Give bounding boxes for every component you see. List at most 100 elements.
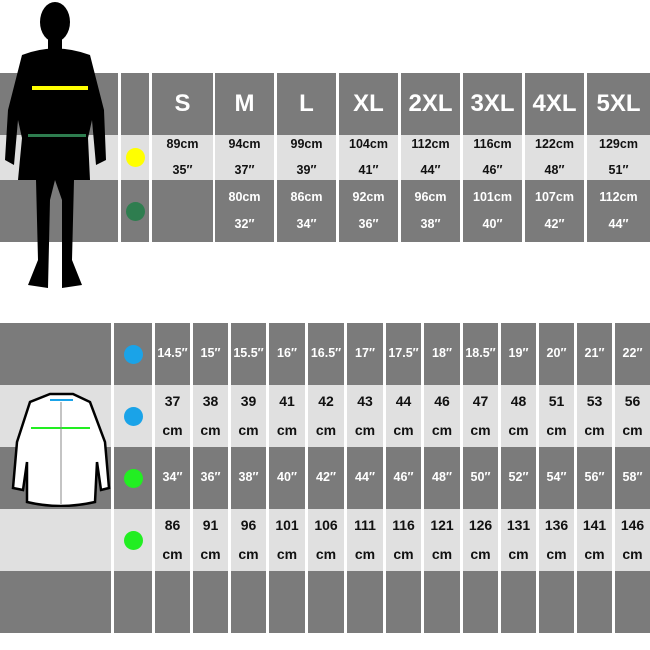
cm-value: 96	[240, 516, 257, 533]
size-cell: 37 cm	[155, 385, 190, 447]
cm-value: 43	[357, 392, 373, 409]
size-header: 4XL	[525, 73, 584, 135]
cm-unit: cm	[431, 422, 453, 439]
size-cell: 43 cm	[347, 385, 383, 447]
size-cell: 41 cm	[269, 385, 305, 447]
legend-cell	[114, 509, 152, 571]
size-cell: 20″	[539, 323, 574, 385]
collar-in: 18″	[432, 346, 452, 361]
size-cell	[386, 571, 421, 633]
size-header: XL	[339, 73, 398, 135]
collar-blue-dot-icon	[123, 344, 143, 364]
size-cell: 17.5″	[386, 323, 421, 385]
size-cell: 116cm 46″	[463, 135, 522, 180]
waist-in: 36″	[358, 216, 379, 231]
size-cell: 104cm 41″	[339, 135, 398, 180]
waist-in: 40″	[482, 216, 503, 231]
collar-in: 16.5″	[310, 346, 342, 361]
cm-unit: cm	[584, 546, 605, 563]
chest-cm: 116cm	[473, 136, 512, 151]
collar-in: 17.5″	[388, 346, 419, 361]
chest-cm: 112cm	[411, 136, 450, 151]
cm-value: 116	[392, 516, 415, 533]
chest-in: 36″	[200, 470, 221, 485]
size-cell: 50″	[463, 447, 498, 509]
size-header: 2XL	[401, 73, 460, 135]
size-header: L	[277, 73, 336, 135]
cm-unit: cm	[238, 422, 259, 439]
chest-in: 34″	[162, 470, 183, 485]
size-header: 5XL	[587, 73, 650, 135]
legend-cell	[114, 385, 152, 447]
size-cell: 46 cm	[424, 385, 460, 447]
size-cell: 106 cm	[308, 509, 344, 571]
cm-unit: cm	[276, 422, 298, 439]
chest-in: 40″	[277, 470, 297, 485]
cm-value: 86	[164, 516, 181, 533]
size-cell	[577, 571, 612, 633]
collar-in: 15.5″	[233, 346, 264, 361]
cm-unit: cm	[162, 546, 183, 563]
chest-in: 51″	[608, 163, 629, 178]
chest-in: 54″	[546, 470, 567, 485]
size-cell: 141 cm	[577, 509, 612, 571]
shirt-icon	[11, 392, 111, 507]
size-cell	[615, 571, 650, 633]
legend-cell	[121, 180, 149, 242]
chest-cm: 99cm	[290, 136, 323, 151]
size-cell: 129cm 51″	[587, 135, 650, 180]
size-cell: 131 cm	[501, 509, 536, 571]
size-cell	[231, 571, 266, 633]
size-cell: 47 cm	[463, 385, 498, 447]
chest-in: 58″	[622, 470, 643, 485]
cm-value: 91	[202, 516, 219, 533]
chest-in: 35″	[172, 163, 193, 178]
legend-cell	[114, 323, 152, 385]
cm-unit: cm	[276, 546, 298, 563]
cm-unit: cm	[470, 422, 491, 439]
chest-in: 44″	[420, 163, 441, 178]
chest-cm: 89cm	[166, 136, 199, 151]
size-cell	[539, 571, 574, 633]
size-cell: 39 cm	[231, 385, 266, 447]
cm-unit: cm	[470, 546, 491, 563]
cm-value: 131	[506, 516, 531, 533]
size-cell: 58″	[615, 447, 650, 509]
cm-value: 37	[164, 392, 181, 409]
size-cell: 38″	[231, 447, 266, 509]
waist-cm: 101cm	[473, 190, 512, 205]
label-cell	[0, 323, 111, 385]
size-cell: 89cm 35″	[152, 135, 213, 180]
size-cell: 136 cm	[539, 509, 574, 571]
size-cell	[155, 571, 190, 633]
waist-cm: 96cm	[414, 190, 447, 205]
cm-value: 53	[586, 392, 603, 409]
cm-unit: cm	[200, 546, 221, 563]
waist-cm: 107cm	[535, 190, 574, 205]
size-cell: 48″	[424, 447, 460, 509]
size-cell: 86 cm	[155, 509, 190, 571]
size-cell: 92cm 36″	[339, 180, 398, 242]
man-silhouette-icon	[5, 2, 106, 288]
cm-unit: cm	[315, 546, 337, 563]
size-header: M	[215, 73, 274, 135]
cm-unit: cm	[354, 422, 376, 439]
size-cell	[152, 180, 213, 242]
collar-in: 18.5″	[465, 346, 496, 361]
chest-in: 44″	[355, 470, 375, 485]
size-cell: 94cm 37″	[215, 135, 274, 180]
size-cell	[193, 571, 228, 633]
waist-cm: 80cm	[228, 190, 261, 205]
collar-in: 14.5″	[157, 346, 188, 361]
chest-in: 39″	[296, 163, 317, 178]
size-cell: 96cm 38″	[401, 180, 460, 242]
size-label: M	[234, 90, 255, 118]
cm-value: 48	[510, 392, 527, 409]
size-cell: 21″	[577, 323, 612, 385]
size-cell: 101 cm	[269, 509, 305, 571]
collar-in: 22″	[622, 346, 643, 361]
cm-unit: cm	[354, 546, 376, 563]
cm-value: 56	[624, 392, 641, 409]
cm-value: 38	[202, 392, 219, 409]
cm-value: 39	[240, 392, 257, 409]
